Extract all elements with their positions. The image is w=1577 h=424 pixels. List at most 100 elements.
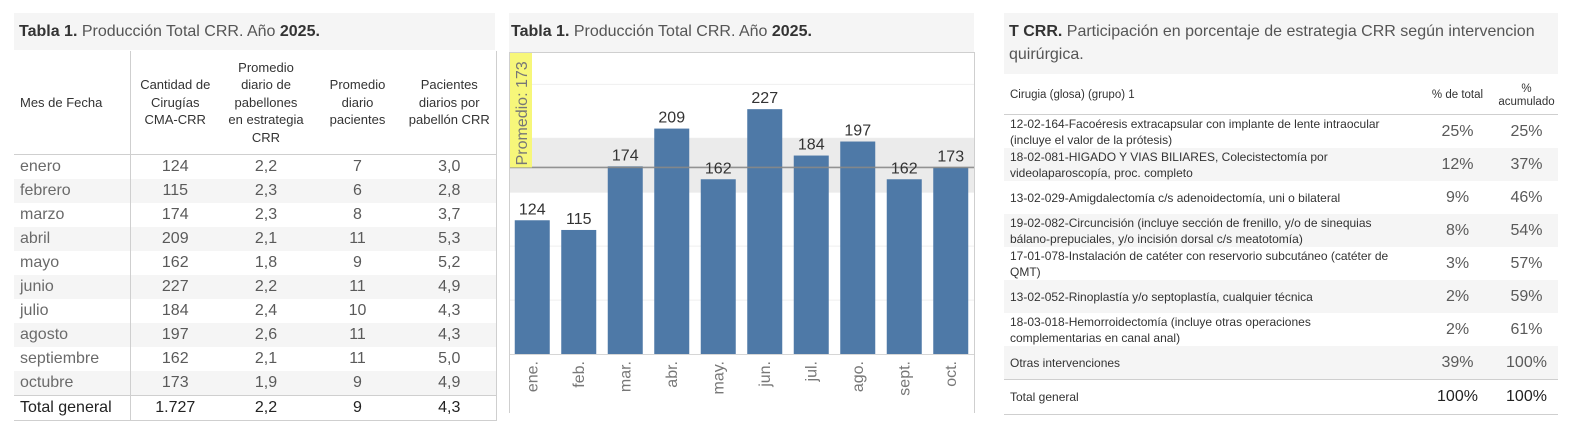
x-tick-label: mar. xyxy=(617,361,634,392)
header-cantidad-cirugias[interactable]: Cantidad de Cirugías CMA-CRR xyxy=(130,51,220,155)
surgery-label: 19-02-082-Circuncisión (incluye sección … xyxy=(1004,214,1420,247)
pct-acumulado-cell: 59% xyxy=(1495,280,1558,313)
pacientes-cell: 8 xyxy=(353,206,362,223)
table1-title: Tabla 1. Producción Total CRR. Año 2025. xyxy=(14,13,495,50)
bar-oct[interactable] xyxy=(933,167,969,354)
pacientes-por-pabellon-cell: 4,9 xyxy=(403,371,497,396)
cirugias-cell: 197 xyxy=(130,323,220,347)
total-pacientes-por-pabellon-cell: 4,3 xyxy=(403,395,497,421)
surgery-label: 13-02-029-Amigdalectomía c/s adenoidecto… xyxy=(1010,190,1341,205)
surgery-label: 18-03-018-Hemorroidectomía (incluye otra… xyxy=(1010,314,1311,345)
total-row[interactable]: Total general 1.727 2,2 9 4,3 xyxy=(14,395,497,421)
table-row[interactable]: 18-02-081-HIGADO Y VIAS BILIARES, Coleci… xyxy=(1004,148,1558,181)
x-tick-label: ene. xyxy=(524,361,541,392)
x-tick-label: jun. xyxy=(757,361,774,388)
pct-total-cell: 39% xyxy=(1420,346,1495,380)
data-label: 174 xyxy=(612,147,639,164)
table-row[interactable]: mayo 162 1,8 9 5,2 xyxy=(14,251,497,275)
bar-jul[interactable] xyxy=(793,155,829,354)
header-cirugia[interactable]: Cirugia (glosa) (grupo) 1 xyxy=(1004,74,1420,115)
cirugias-cell: 209 xyxy=(130,227,220,251)
month-cell: septiembre xyxy=(14,347,131,371)
table-row[interactable]: 13-02-052-Rinoplastía y/o septoplastía, … xyxy=(1004,280,1558,313)
table1-title-bold: Tabla 1. xyxy=(19,23,78,40)
table-row[interactable]: septiembre 162 2,1 11 5,0 xyxy=(14,347,497,371)
pacientes-por-pabellon-cell: 5,0 xyxy=(403,347,497,371)
table-row[interactable]: 12-02-164-Facoéresis extracapsular con i… xyxy=(1004,115,1558,149)
chart-title-bold: Tabla 1. xyxy=(511,23,570,40)
header-mes-de-fecha[interactable]: Mes de Fecha xyxy=(14,51,131,155)
header-pct-acumulado[interactable]: % acumulado xyxy=(1495,74,1558,115)
pct-total-cell: 12% xyxy=(1420,148,1495,181)
pacientes-cell: 11 xyxy=(312,227,403,251)
table-row[interactable]: agosto 197 2,6 11 4,3 xyxy=(14,323,497,347)
average-label: Promedio: 173 xyxy=(514,61,531,165)
pct-total-cell: 9% xyxy=(1445,188,1470,206)
x-tick-label: oct. xyxy=(943,361,960,387)
pct-total-cell: 2% xyxy=(1420,280,1495,313)
bar-ago[interactable] xyxy=(840,141,876,354)
table-row[interactable]: julio 184 2,4 10 4,3 xyxy=(14,299,497,323)
pct-total-cell: 2% xyxy=(1445,320,1470,338)
participation-table: Cirugia (glosa) (grupo) 1 % de total % a… xyxy=(1004,74,1558,415)
bar-mar[interactable] xyxy=(607,166,643,354)
month-cell: abril xyxy=(14,227,131,251)
total-row[interactable]: Total general 100% 100% xyxy=(1004,379,1558,415)
table-row[interactable]: Otras intervenciones 39% 100% xyxy=(1004,346,1558,380)
bar-ene[interactable] xyxy=(514,220,550,354)
data-label: 184 xyxy=(798,137,825,154)
pacientes-cell: 6 xyxy=(312,179,403,203)
total-pabellones-cell: 2,2 xyxy=(220,395,312,421)
table-row[interactable]: octubre 173 1,9 9 4,9 xyxy=(14,371,497,396)
table-row[interactable]: enero 124 2,2 7 3,0 xyxy=(14,154,497,179)
total-cirugias-cell: 1.727 xyxy=(130,395,220,421)
table1-title-text: Producción Total CRR. Año xyxy=(77,23,280,40)
pct-acumulado-cell: 54% xyxy=(1495,214,1558,247)
header-pacientes-por-pabellon[interactable]: Pacientes diarios por pabellón CRR xyxy=(403,51,497,155)
data-label: 115 xyxy=(566,211,592,228)
cirugias-cell: 115 xyxy=(130,179,220,203)
month-cell: marzo xyxy=(14,203,131,227)
data-label: 162 xyxy=(705,160,732,177)
bar-feb[interactable] xyxy=(561,229,597,354)
pacientes-cell: 10 xyxy=(348,302,367,319)
bar-jun[interactable] xyxy=(747,109,783,354)
table-row[interactable]: marzo 174 2,3 8 3,7 xyxy=(14,203,497,227)
pacientes-cell: 11 xyxy=(312,275,403,299)
pabellones-cell: 2,3 xyxy=(254,206,278,223)
chart-title-year: 2025. xyxy=(771,23,812,40)
surgery-label: 13-02-052-Rinoplastía y/o septoplastía, … xyxy=(1004,280,1420,313)
pabellones-cell: 2,1 xyxy=(220,227,312,251)
bar-may[interactable] xyxy=(700,179,736,354)
bar-sept[interactable] xyxy=(886,179,922,354)
month-cell: junio xyxy=(14,275,131,299)
surgery-label: 18-02-081-HIGADO Y VIAS BILIARES, Coleci… xyxy=(1004,148,1420,181)
pacientes-por-pabellon-cell: 4,3 xyxy=(403,299,497,323)
header-promedio-pabellones[interactable]: Promedio diario de pabellones en estrate… xyxy=(220,51,312,155)
pacientes-cell: 7 xyxy=(353,158,362,175)
month-cell: febrero xyxy=(14,179,131,203)
month-cell: mayo xyxy=(14,251,131,275)
pabellones-cell: 1,9 xyxy=(220,371,312,396)
bar-abr[interactable] xyxy=(654,128,690,354)
pacientes-cell: 9 xyxy=(353,254,362,271)
table-row[interactable]: 17-01-078-Instalación de catéter con res… xyxy=(1004,247,1558,280)
table-row[interactable]: abril 209 2,1 11 5,3 xyxy=(14,227,497,251)
average-label-box xyxy=(510,53,532,168)
table1-title-year: 2025. xyxy=(279,23,320,40)
header-pct-total[interactable]: % de total xyxy=(1420,74,1495,115)
bar-chart: 124 115 174 209 162 227 184 197 162 173 ene. feb. ma… xyxy=(509,52,975,413)
pct-acumulado-cell: 57% xyxy=(1510,254,1543,272)
pct-acumulado-cell: 46% xyxy=(1510,188,1543,206)
table-row[interactable]: 19-02-082-Circuncisión (incluye sección … xyxy=(1004,214,1558,247)
data-label: 162 xyxy=(891,160,918,177)
table-row[interactable]: 18-03-018-Hemorroidectomía (incluye otra… xyxy=(1004,313,1558,346)
header-promedio-pacientes[interactable]: Promedio diario pacientes xyxy=(312,51,403,155)
x-tick-label: jul. xyxy=(803,361,820,382)
table-row[interactable]: febrero 115 2,3 6 2,8 xyxy=(14,179,497,203)
pct-acumulado-cell: 100% xyxy=(1495,346,1558,380)
table-row[interactable]: 13-02-029-Amigdalectomía c/s adenoidecto… xyxy=(1004,181,1558,214)
table2-header-row: Cirugia (glosa) (grupo) 1 % de total % a… xyxy=(1004,74,1558,115)
chart-title-text: Producción Total CRR. Año xyxy=(569,23,772,40)
table-row[interactable]: junio 227 2,2 11 4,9 xyxy=(14,275,497,299)
